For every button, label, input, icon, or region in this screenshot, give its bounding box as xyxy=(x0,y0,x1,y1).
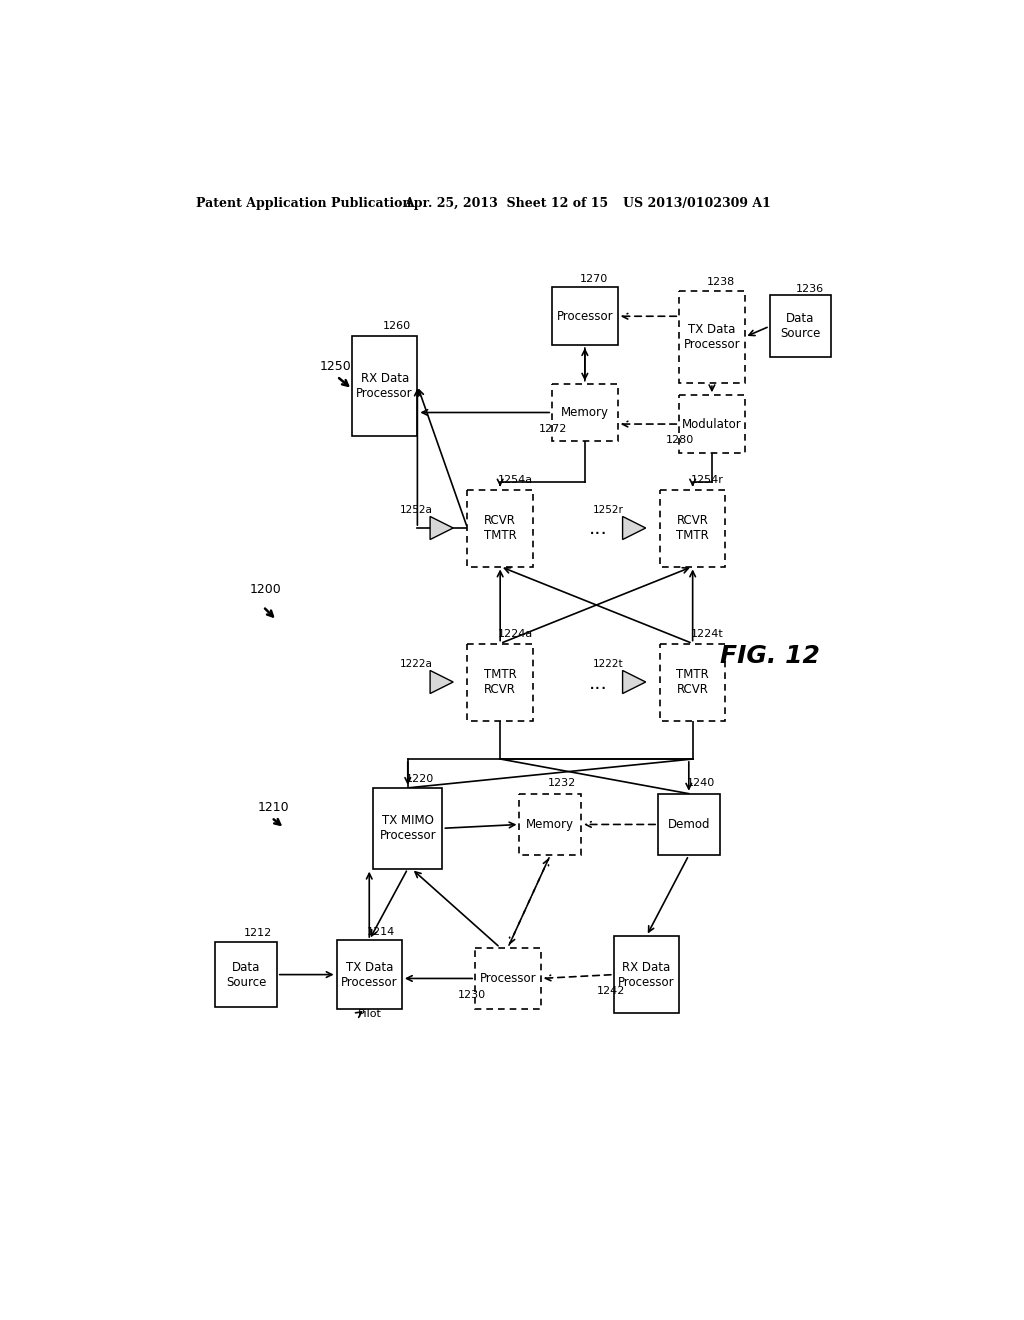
Text: Patent Application Publication: Patent Application Publication xyxy=(196,197,412,210)
Text: 1270: 1270 xyxy=(581,275,608,284)
Text: Pilot: Pilot xyxy=(357,1008,382,1019)
Text: 1224t: 1224t xyxy=(690,630,723,639)
Text: 1252r: 1252r xyxy=(593,504,624,515)
Polygon shape xyxy=(623,516,646,540)
Bar xyxy=(659,490,725,566)
Text: 1252a: 1252a xyxy=(400,504,433,515)
Bar xyxy=(770,296,831,358)
Text: Memory: Memory xyxy=(561,407,609,418)
Text: 1254r: 1254r xyxy=(690,475,723,486)
Text: 1260: 1260 xyxy=(382,321,411,331)
Text: US 2013/0102309 A1: US 2013/0102309 A1 xyxy=(624,197,771,210)
Bar xyxy=(352,335,418,436)
Bar xyxy=(679,290,744,383)
Text: ...: ... xyxy=(590,519,608,537)
Bar xyxy=(658,793,720,855)
Text: 1220: 1220 xyxy=(406,774,434,784)
Text: ...: ... xyxy=(590,675,608,693)
Text: Demod: Demod xyxy=(668,818,710,832)
Text: TX Data
Processor: TX Data Processor xyxy=(341,961,397,989)
Bar xyxy=(552,384,617,441)
Text: Processor: Processor xyxy=(479,972,537,985)
Text: 1240: 1240 xyxy=(686,777,715,788)
Bar xyxy=(519,793,581,855)
Polygon shape xyxy=(623,671,646,693)
Text: TX MIMO
Processor: TX MIMO Processor xyxy=(380,814,436,842)
Text: TMTR
RCVR: TMTR RCVR xyxy=(483,668,516,696)
Text: RX Data
Processor: RX Data Processor xyxy=(618,961,675,989)
Text: 1212: 1212 xyxy=(244,928,272,939)
Text: 1254a: 1254a xyxy=(498,475,532,486)
Text: Processor: Processor xyxy=(557,310,613,323)
Text: 1224a: 1224a xyxy=(498,630,534,639)
Text: Apr. 25, 2013  Sheet 12 of 15: Apr. 25, 2013 Sheet 12 of 15 xyxy=(403,197,608,210)
Text: RCVR
TMTR: RCVR TMTR xyxy=(676,513,709,543)
Text: 1232: 1232 xyxy=(548,777,577,788)
Bar xyxy=(467,490,532,566)
Text: 1242: 1242 xyxy=(596,986,625,995)
Text: 1200: 1200 xyxy=(250,583,282,597)
Text: RCVR
TMTR: RCVR TMTR xyxy=(483,513,516,543)
Text: 1236: 1236 xyxy=(796,284,824,293)
Text: 1280: 1280 xyxy=(666,436,694,445)
Bar xyxy=(679,395,744,453)
Text: 1230: 1230 xyxy=(458,990,486,999)
Bar xyxy=(613,936,679,1014)
Text: TX Data
Processor: TX Data Processor xyxy=(684,323,740,351)
Bar xyxy=(373,788,442,869)
Text: RX Data
Processor: RX Data Processor xyxy=(356,371,413,400)
Text: 1238: 1238 xyxy=(708,277,735,286)
Text: Modulator: Modulator xyxy=(682,417,741,430)
Bar xyxy=(475,948,541,1010)
Bar xyxy=(659,644,725,721)
Bar xyxy=(552,288,617,345)
Text: 1250: 1250 xyxy=(319,360,351,374)
Text: 1214: 1214 xyxy=(367,927,395,937)
Bar xyxy=(215,942,276,1007)
Text: Data
Source: Data Source xyxy=(780,313,820,341)
Text: Data
Source: Data Source xyxy=(226,961,266,989)
Bar xyxy=(467,644,532,721)
Polygon shape xyxy=(430,516,454,540)
Text: TMTR
RCVR: TMTR RCVR xyxy=(676,668,709,696)
Text: 1210: 1210 xyxy=(258,801,289,814)
Text: 1222a: 1222a xyxy=(400,659,433,669)
Text: FIG. 12: FIG. 12 xyxy=(720,644,819,668)
Bar xyxy=(337,940,402,1010)
Text: 1272: 1272 xyxy=(539,424,567,434)
Polygon shape xyxy=(430,671,454,693)
Text: Memory: Memory xyxy=(526,818,574,832)
Text: 1222t: 1222t xyxy=(593,659,624,669)
